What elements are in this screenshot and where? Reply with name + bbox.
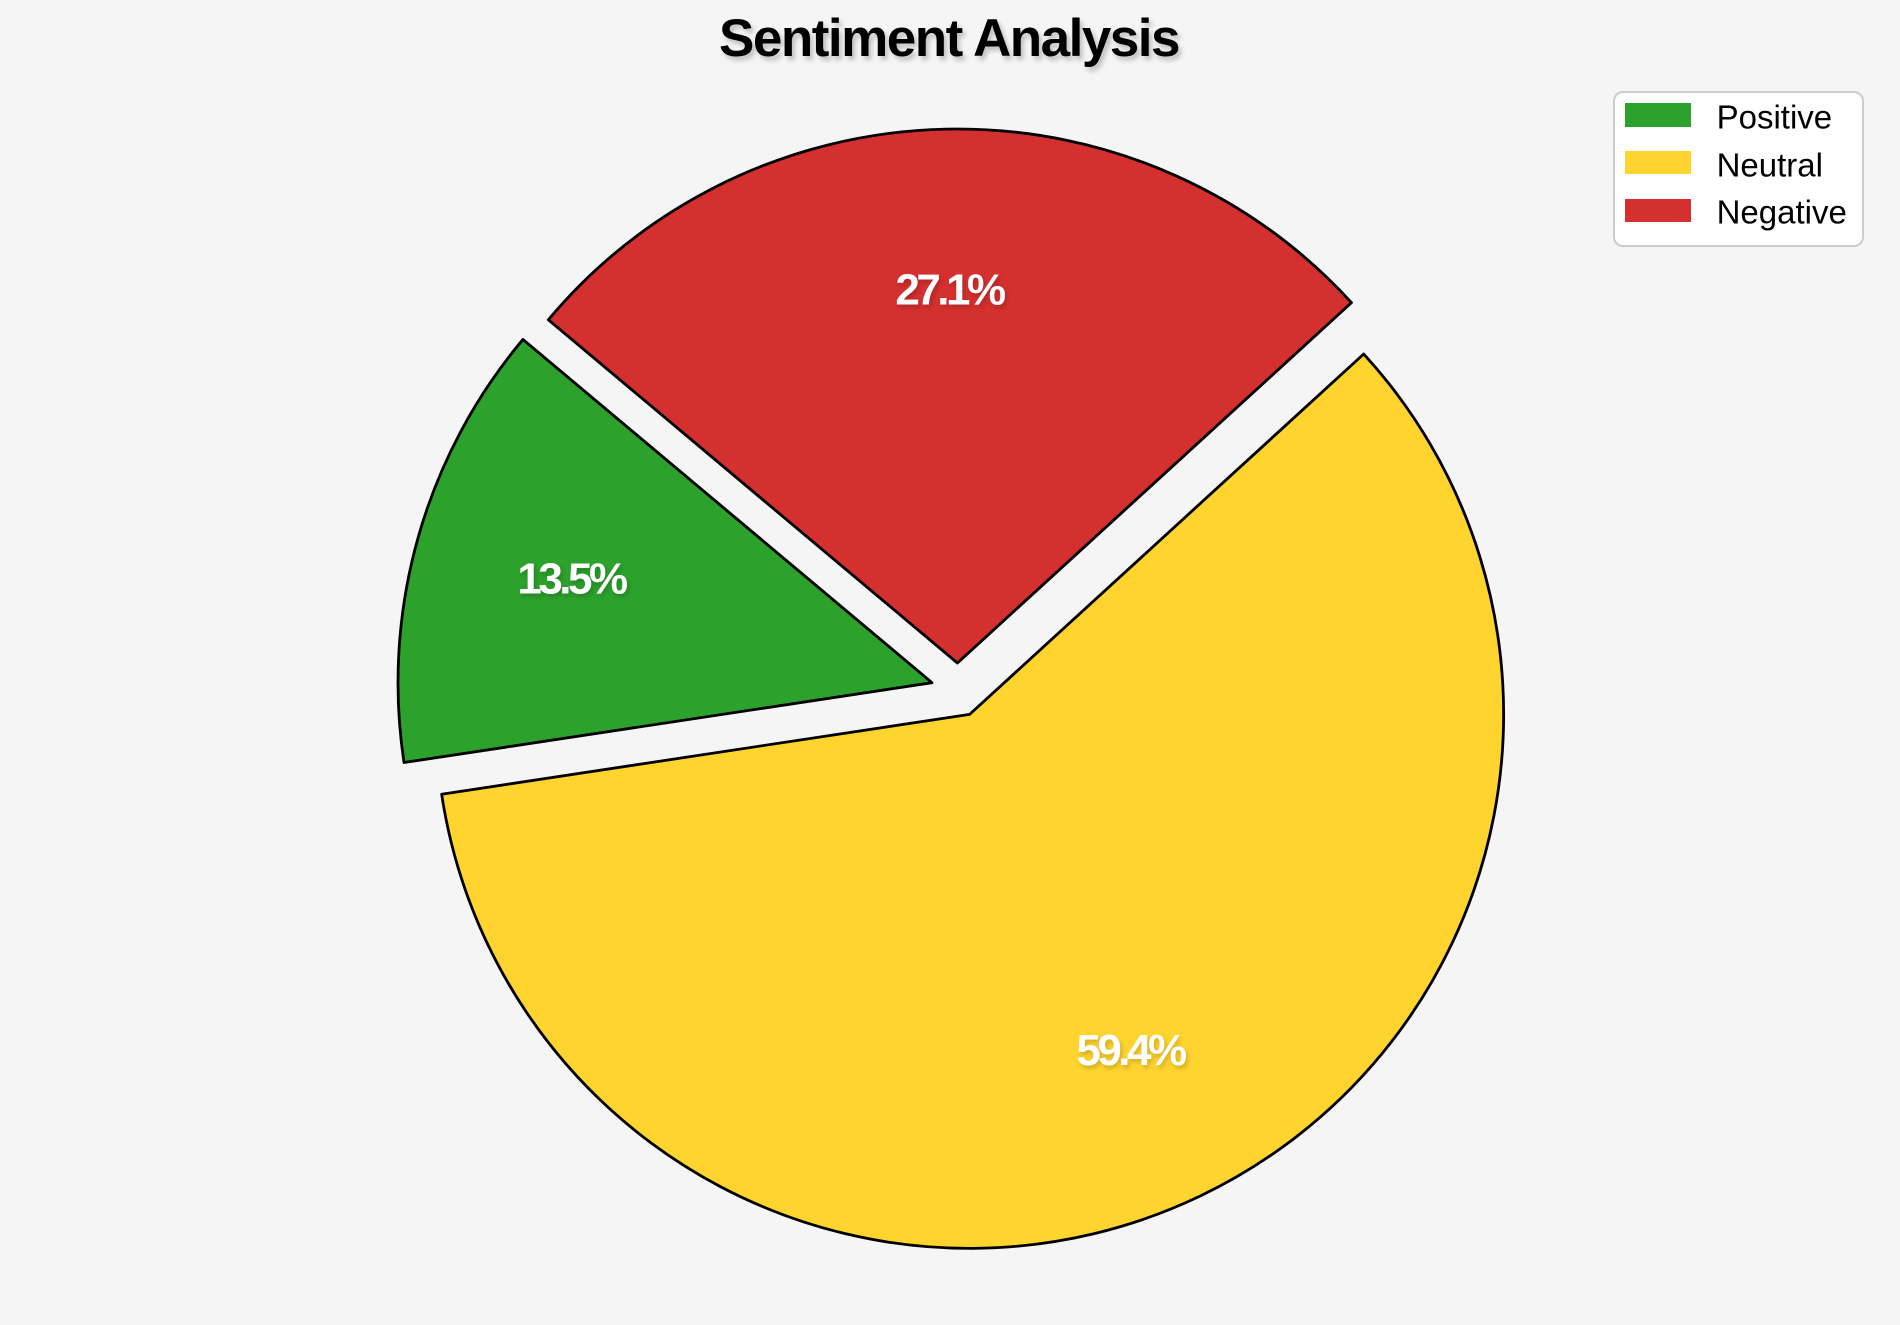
svg-text:27.1%: 27.1% xyxy=(895,265,1005,314)
svg-text:13.5%: 13.5% xyxy=(517,554,627,603)
svg-text:59.4%: 59.4% xyxy=(1076,1026,1186,1075)
